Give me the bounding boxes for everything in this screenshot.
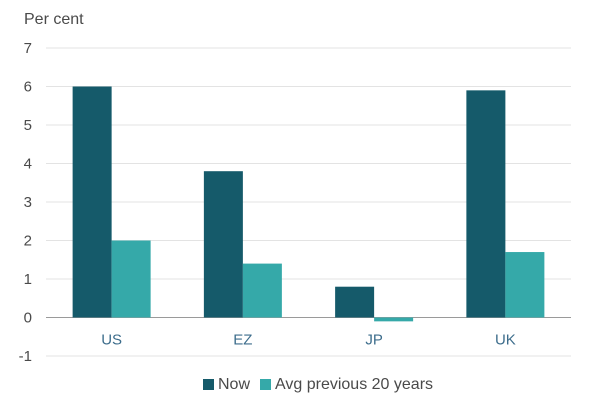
y-tick-label: 7 <box>24 40 32 57</box>
x-tick-label: JP <box>365 332 383 349</box>
y-axis-label: Per cent <box>24 11 84 28</box>
legend-label: Now <box>218 376 250 393</box>
y-tick-label: 1 <box>24 271 32 288</box>
bar-us-now <box>72 86 112 318</box>
bar-jp-now <box>335 286 375 318</box>
y-tick-label: 4 <box>24 156 32 173</box>
bar-jp-avg <box>374 317 414 322</box>
x-tick-label: US <box>101 332 122 349</box>
bars <box>72 86 545 322</box>
bar-ez-now <box>203 171 243 318</box>
y-tick-labels: -1 0 1 2 3 4 5 6 7 <box>19 40 32 365</box>
x-tick-label: EZ <box>233 332 252 349</box>
legend-swatch <box>260 379 271 390</box>
bar-us-avg <box>111 240 151 318</box>
bar-uk-avg <box>505 252 545 318</box>
x-tick-labels: US EZ JP UK <box>101 332 516 349</box>
y-tick-label: 6 <box>24 79 32 96</box>
bar-uk-now <box>466 90 506 318</box>
x-tick-label: UK <box>495 332 516 349</box>
bar-ez-avg <box>242 263 282 318</box>
y-tick-label: -1 <box>19 348 32 365</box>
y-tick-label: 5 <box>24 117 32 134</box>
legend-swatch <box>203 379 214 390</box>
y-tick-label: 2 <box>24 233 32 250</box>
legend: Now Avg previous 20 years <box>203 376 433 393</box>
y-tick-label: 0 <box>24 310 32 327</box>
y-tick-label: 3 <box>24 194 32 211</box>
legend-label: Avg previous 20 years <box>275 376 433 393</box>
